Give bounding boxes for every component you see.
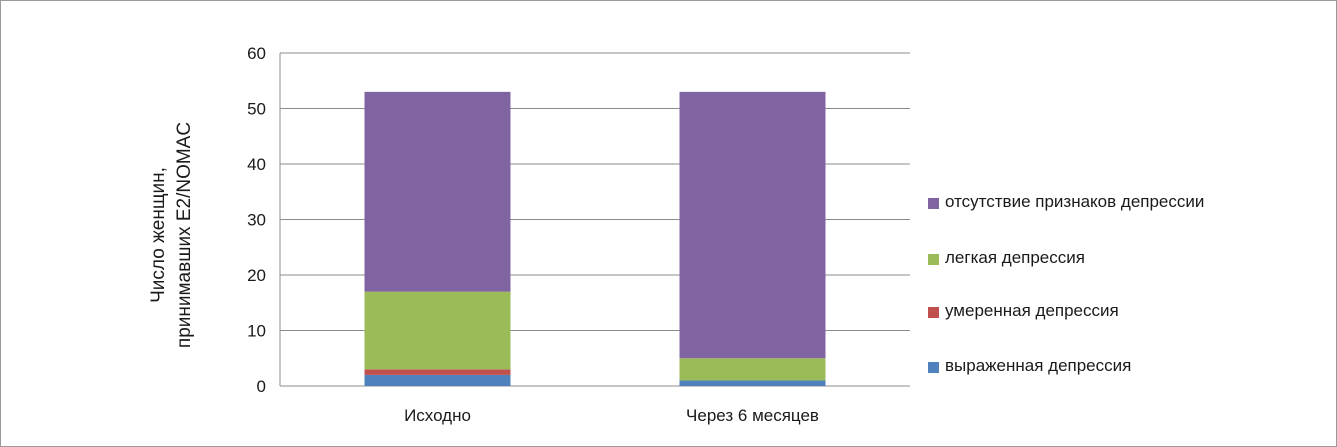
bar-segment bbox=[364, 369, 511, 375]
legend-label: умеренная депрессия bbox=[945, 301, 1119, 320]
x-category-label: Через 6 месяцев bbox=[686, 406, 819, 425]
legend-item: выраженная депрессия bbox=[928, 356, 1205, 379]
legend-item: умеренная депрессия bbox=[928, 301, 1205, 324]
x-category-label: Исходно bbox=[404, 406, 471, 425]
legend-swatch bbox=[928, 307, 939, 318]
y-axis-label-line1: Число женщин, bbox=[148, 167, 169, 303]
legend-swatch bbox=[928, 254, 939, 265]
y-tick-label: 0 bbox=[257, 377, 266, 396]
legend-item: легкая депрессия bbox=[928, 248, 1205, 271]
legend-label: выраженная депрессия bbox=[945, 356, 1132, 375]
y-tick-label: 20 bbox=[247, 266, 266, 285]
bars bbox=[364, 91, 826, 386]
y-axis-label-line2: принимавших E2/NOMAC bbox=[174, 122, 195, 348]
y-tick-label: 30 bbox=[247, 211, 266, 230]
bar-segment bbox=[679, 358, 826, 381]
y-tick-label: 10 bbox=[247, 322, 266, 341]
bar-segment bbox=[364, 91, 511, 292]
x-axis-categories: Исходно Через 6 месяцев bbox=[404, 406, 819, 425]
y-tick-label: 50 bbox=[247, 100, 266, 119]
legend-label: легкая депрессия bbox=[945, 248, 1085, 267]
y-tick-label: 40 bbox=[247, 155, 266, 174]
y-tick-label: 60 bbox=[247, 44, 266, 63]
bar-segment bbox=[364, 291, 511, 370]
bar-segment bbox=[679, 91, 826, 359]
legend-swatch bbox=[928, 362, 939, 373]
y-axis-ticks: 0 10 20 30 40 50 60 bbox=[247, 44, 266, 396]
legend-swatch bbox=[928, 198, 939, 209]
legend-item: отсутствие признаков депрессии bbox=[928, 192, 1205, 215]
bar-segment bbox=[364, 374, 511, 386]
bar-segment bbox=[679, 380, 826, 386]
legend-label: отсутствие признаков депрессии bbox=[945, 192, 1205, 211]
